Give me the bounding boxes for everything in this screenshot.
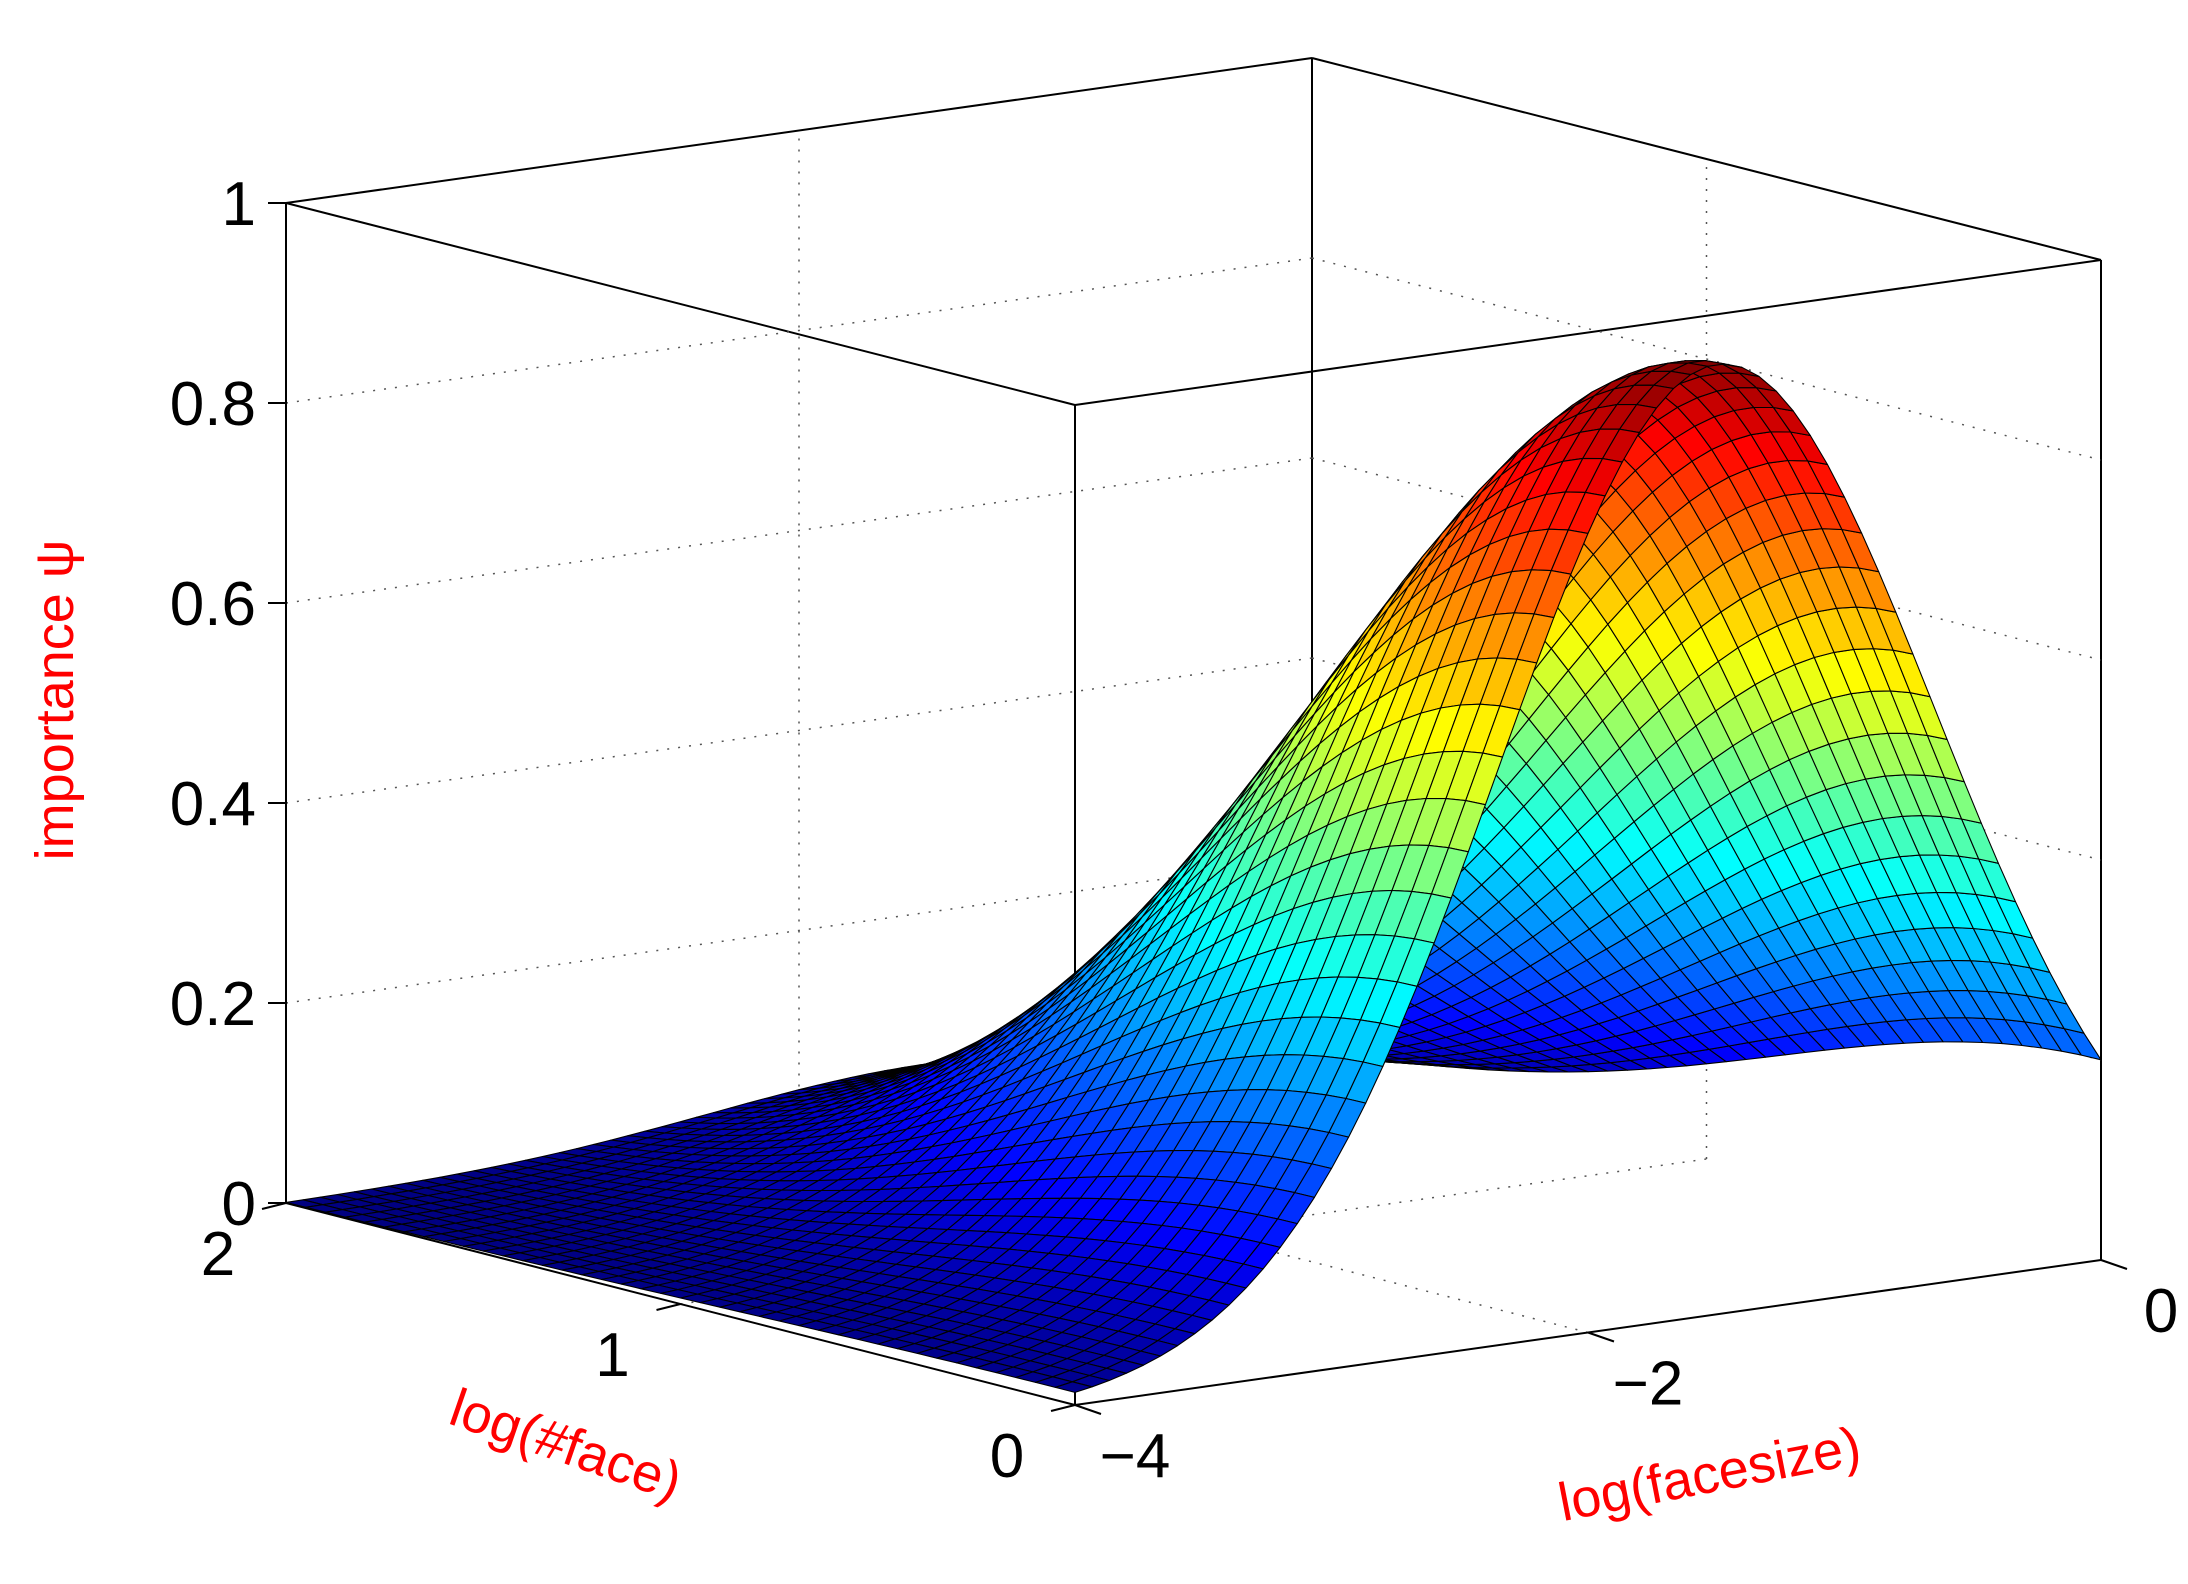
box-edge (285, 202, 1076, 406)
grid-line (285, 457, 1313, 604)
surface-mesh (285, 360, 2102, 1393)
x-tick-label: −2 (1613, 1350, 1684, 1419)
x-tick-label: 0 (2144, 1277, 2178, 1346)
box-edge (1311, 57, 2102, 261)
grid-line (285, 657, 1313, 804)
x-axis-label: log(facesize) (1554, 1416, 1866, 1533)
grid-line (285, 257, 1313, 404)
z-tick-label: 0.6 (170, 570, 256, 639)
x-tick (1074, 1404, 1102, 1415)
z-tick-label: 0 (222, 1170, 256, 1239)
x-tick (1587, 1331, 1615, 1343)
box-edge (285, 57, 1313, 204)
z-tick-label: 0.2 (170, 970, 256, 1039)
surface-cell (1054, 1381, 1093, 1393)
box-edge (1074, 259, 2102, 406)
y-axis-label: log(#face) (443, 1378, 690, 1513)
x-tick-label: −4 (1100, 1422, 1171, 1491)
y-tick-label: 0 (990, 1422, 1024, 1491)
y-tick-label: 1 (595, 1321, 629, 1390)
x-tick (2100, 1259, 2128, 1270)
y-tick-label: 2 (201, 1220, 235, 1289)
y-tick (1050, 1404, 1076, 1412)
y-tick (261, 1202, 287, 1210)
grid-line (1311, 257, 2102, 461)
z-axis-label: importance ψ (25, 540, 85, 861)
z-tick-label: 1 (222, 170, 256, 239)
z-tick-label: 0.4 (170, 770, 256, 839)
axis-ticks: 0 0.2 0.4 0.6 0.8 1 −4 −2 0 0 1 2 (170, 170, 2178, 1491)
y-tick (656, 1303, 681, 1311)
z-tick-label: 0.8 (170, 370, 256, 439)
